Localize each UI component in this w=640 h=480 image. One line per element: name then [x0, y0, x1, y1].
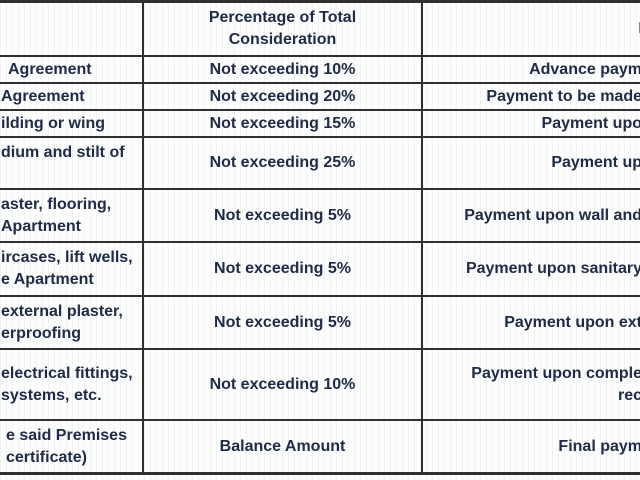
stage-line: electrical fittings, [1, 364, 133, 382]
milestone-cell: Final paym [423, 421, 640, 475]
milestone-cell: Payment upon comple rec [423, 350, 640, 421]
milestone-cell: Advance paym [423, 57, 640, 84]
percentage-header-line: Percentage of Total [208, 9, 357, 26]
percentage-cell: Not exceeding 10% [144, 57, 423, 84]
percentage-cell: Not exceeding 5% [144, 190, 423, 243]
milestone-line: Payment up [551, 154, 640, 171]
percentage-cell: Not exceeding 5% [144, 297, 423, 350]
milestone-line: Payment upon wall and [464, 206, 640, 224]
stage-cell: ilding or wing [0, 111, 144, 138]
stage-line: ircases, lift wells, [1, 249, 133, 266]
stage-cell: electrical fittings, systems, etc. [0, 350, 144, 421]
percentage-cell: Not exceeding 10% [144, 350, 423, 421]
stage-line: external plaster, [1, 302, 123, 320]
stage-cell: dium and stilt of [0, 138, 144, 190]
percentage-value: Not exceeding 5% [214, 313, 351, 331]
percentage-cell: Not exceeding 25% [144, 138, 423, 190]
percentage-cell: Not exceeding 20% [144, 84, 423, 111]
stage-line: ilding or wing [1, 114, 105, 132]
milestone-line: Payment upo [541, 114, 640, 132]
percentage-header-cell: Percentage of Total Consideration [144, 3, 423, 57]
milestone-line: rec [617, 386, 640, 404]
percentage-cell: Not exceeding 15% [144, 111, 423, 138]
milestone-cell: Payment up [423, 138, 640, 190]
stage-cell: ircases, lift wells, e Apartment [0, 243, 144, 297]
milestone-cell: Payment upon wall and [423, 190, 640, 243]
milestone-line: Payment upon comple [471, 364, 640, 382]
stage-line: e said Premises [6, 426, 127, 444]
milestone-cell: Payment upo [423, 111, 640, 138]
percentage-value: Not exceeding 25% [209, 154, 356, 171]
stage-line: systems, etc. [1, 386, 102, 404]
percentage-value: Not exceeding 15% [209, 114, 356, 132]
milestone-line: Payment to be made [486, 87, 640, 105]
stage-cell: aster, flooring, Apartment [0, 190, 144, 243]
milestone-cell: Payment upon ext [423, 297, 640, 350]
milestone-header-fragment: P [638, 18, 640, 40]
stage-header-cell [0, 3, 144, 57]
percentage-cell: Balance Amount [144, 421, 423, 475]
milestone-line: Payment upon sanitary [465, 260, 640, 277]
percentage-value: Not exceeding 10% [209, 375, 356, 393]
percentage-cell: Not exceeding 5% [144, 243, 423, 297]
stage-line: erproofing [1, 324, 81, 342]
milestone-line: Final paym [558, 437, 640, 455]
milestone-cell: Payment upon sanitary [423, 243, 640, 297]
stage-cell: external plaster, erproofing [0, 297, 144, 350]
percentage-value: Not exceeding 5% [214, 206, 351, 224]
stage-cell: e said Premises certificate) [0, 421, 144, 475]
percentage-header-line: Consideration [228, 31, 337, 48]
stage-cell: Agreement [0, 84, 144, 111]
stage-cell: Agreement [0, 57, 144, 84]
stage-line: e Apartment [1, 271, 94, 288]
stage-line: certificate) [6, 448, 87, 466]
stage-line: aster, flooring, [1, 195, 112, 213]
stage-line: Agreement [1, 87, 85, 105]
milestone-line: Payment upon ext [504, 313, 640, 331]
milestone-line: Advance paym [529, 60, 640, 78]
milestone-header-cell: P [423, 3, 640, 57]
stage-line: Apartment [1, 217, 82, 235]
percentage-value: Not exceeding 20% [209, 87, 356, 105]
percentage-value: Not exceeding 10% [209, 60, 356, 78]
percentage-value: Balance Amount [219, 437, 346, 455]
stage-line: dium and stilt of [1, 144, 125, 161]
milestone-cell: Payment to be made [423, 84, 640, 111]
stage-line: Agreement [8, 60, 92, 78]
percentage-value: Not exceeding 5% [214, 260, 351, 277]
